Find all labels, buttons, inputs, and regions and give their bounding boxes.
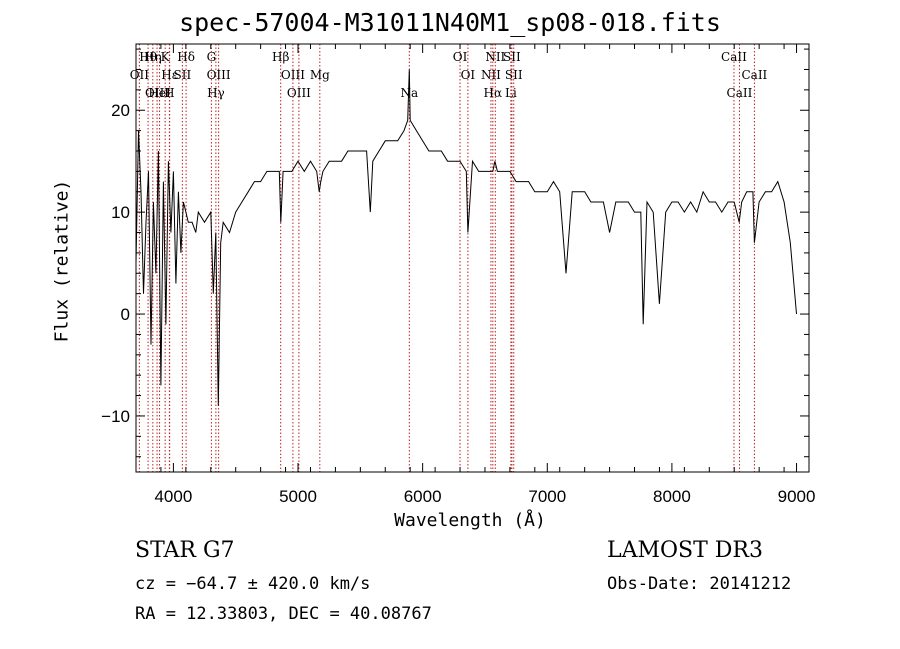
- axis-ticks: 4000 5000 6000 7000 8000 9000 −10 0 10 20: [101, 44, 815, 506]
- x-tick-label: 7000: [528, 487, 566, 506]
- line-id-label: K: [161, 50, 171, 64]
- x-tick-label: 5000: [279, 487, 317, 506]
- emission-line-labels: HθOIIOIIIKHεHeIHηSIIHHδOIIIHγGOIIIOIIIHβ…: [130, 50, 768, 100]
- y-tick-label: 20: [111, 101, 130, 120]
- object-class: STAR G7: [135, 538, 235, 563]
- chart-title: spec-57004-M31011N40M1_sp08-018.fits: [179, 8, 721, 37]
- y-tick-label: −10: [101, 407, 130, 426]
- line-id-label: OII: [130, 68, 150, 82]
- redshift-readout: cz = −64.7 ± 420.0 km/s: [135, 574, 371, 594]
- x-tick-label: 4000: [154, 487, 192, 506]
- line-id-label: OIII: [145, 86, 169, 100]
- line-id-label: SII: [505, 68, 523, 82]
- line-id-label: HeI: [148, 86, 171, 100]
- y-axis-label: Flux (relative): [51, 179, 73, 343]
- line-id-label: Mg: [310, 68, 330, 82]
- line-id-label: OIII: [281, 68, 305, 82]
- line-id-label: CaII: [741, 68, 767, 82]
- x-tick-label: 6000: [404, 487, 442, 506]
- y-tick-label: 10: [111, 203, 130, 222]
- line-id-label: Hδ: [177, 50, 195, 64]
- survey-name: LAMOST DR3: [607, 538, 763, 563]
- line-id-label: Hβ: [272, 50, 289, 64]
- line-id-label: OIII: [207, 68, 231, 82]
- x-tick-label: 8000: [653, 487, 691, 506]
- line-id-label: G: [207, 50, 217, 64]
- flux-line: [135, 69, 797, 406]
- line-id-label: OI: [453, 50, 468, 64]
- y-tick-label: 0: [121, 305, 130, 324]
- line-id-label: OIII: [287, 86, 311, 100]
- line-id-label: NII: [481, 68, 501, 82]
- flux-series: [135, 69, 797, 406]
- line-id-label: Hε: [161, 68, 178, 82]
- line-id-label: Hα: [484, 86, 503, 100]
- line-id-label: OI: [461, 68, 476, 82]
- line-id-label: Hθ: [139, 50, 157, 64]
- line-id-label: Li: [505, 86, 517, 100]
- emission-line-markers: [138, 44, 755, 472]
- line-id-label: Hη: [144, 50, 162, 64]
- x-tick-label: 9000: [778, 487, 816, 506]
- line-id-label: CaII: [727, 86, 753, 100]
- observation-date: Obs-Date: 20141212: [607, 574, 792, 594]
- coordinates-readout: RA = 12.33803, DEC = 40.08767: [135, 604, 432, 624]
- line-id-label: H: [164, 86, 174, 100]
- plot-frame: [135, 43, 810, 473]
- line-id-label: NII: [485, 50, 505, 64]
- x-axis-label: Wavelength (Å): [394, 510, 546, 531]
- line-id-label: Hγ: [207, 86, 225, 100]
- line-id-label: SII: [503, 50, 521, 64]
- line-id-label: CaII: [721, 50, 747, 64]
- line-id-label: SII: [174, 68, 192, 82]
